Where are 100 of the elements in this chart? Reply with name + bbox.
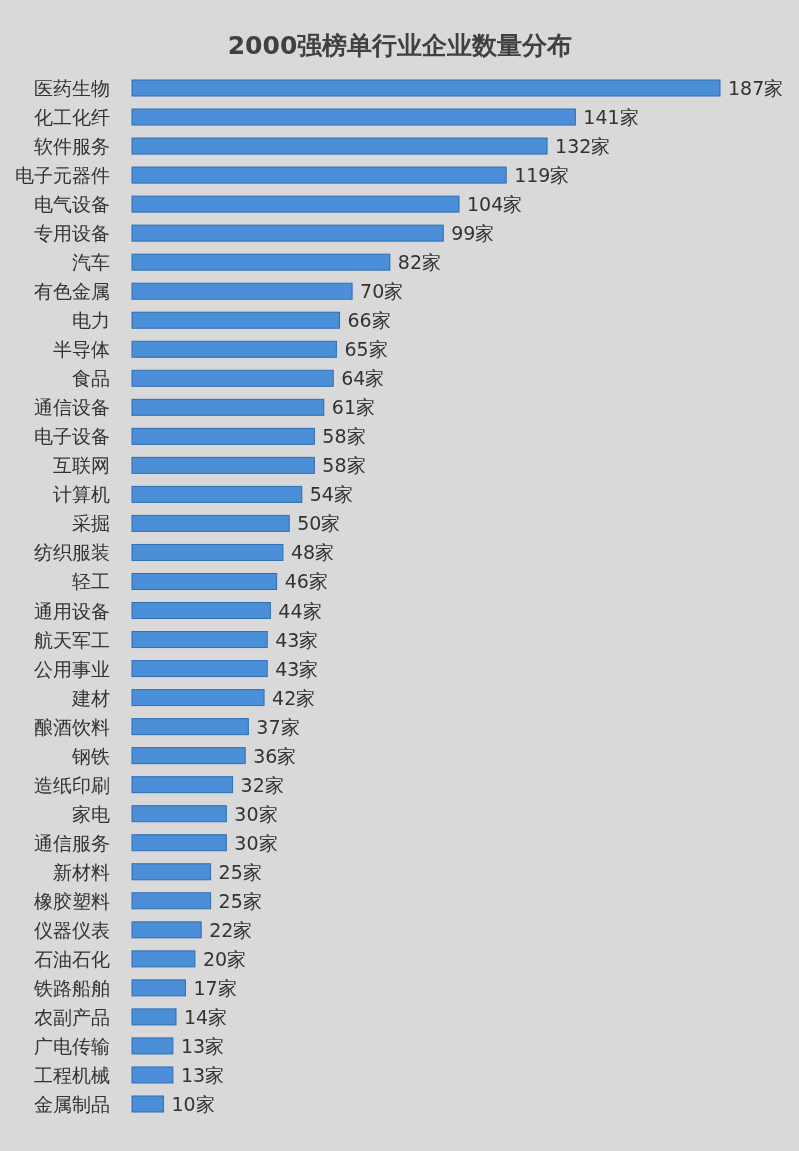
bar — [131, 195, 460, 213]
data-label: 82家 — [397, 251, 442, 274]
y-tick-label: 农副产品 — [34, 1005, 110, 1028]
bar — [131, 572, 278, 590]
bar — [131, 1066, 174, 1084]
y-tick-label: 钢铁 — [71, 744, 110, 767]
bar — [131, 543, 284, 561]
bar — [131, 776, 234, 794]
data-label: 132家 — [555, 135, 611, 158]
bar — [131, 427, 315, 445]
chart-title: 2000强榜单行业企业数量分布 — [227, 31, 573, 60]
bar — [131, 631, 268, 649]
data-label: 36家 — [253, 744, 297, 767]
bar — [131, 805, 227, 823]
bar — [131, 340, 337, 358]
bar — [131, 514, 290, 532]
y-tick-label: 造纸印刷 — [34, 773, 110, 796]
data-label: 50家 — [297, 512, 341, 535]
y-tick-label: 化工化纤 — [34, 106, 110, 129]
y-tick-label: 软件服务 — [34, 135, 110, 158]
data-label: 32家 — [240, 773, 284, 796]
bar — [131, 108, 576, 126]
bar — [131, 950, 196, 968]
y-tick-label: 电力 — [72, 309, 110, 332]
bar — [131, 224, 444, 242]
y-tick-label: 通用设备 — [34, 599, 110, 622]
data-label: 46家 — [284, 570, 328, 593]
data-label: 66家 — [347, 309, 391, 332]
y-tick-label: 公用事业 — [34, 657, 110, 680]
y-tick-label: 纺织服装 — [34, 541, 110, 564]
y-tick-label: 金属制品 — [34, 1093, 110, 1115]
data-label: 70家 — [360, 280, 404, 303]
y-tick-label: 食品 — [72, 367, 110, 390]
bar — [131, 166, 507, 184]
data-label: 99家 — [451, 222, 495, 245]
data-label: 14家 — [184, 1005, 228, 1028]
bar — [131, 282, 353, 300]
bar — [131, 369, 334, 387]
y-tick-label: 新材料 — [53, 860, 110, 883]
y-tick-label: 家电 — [72, 802, 110, 825]
bar — [131, 79, 721, 97]
y-tick-label: 仪器仪表 — [34, 918, 110, 941]
bar — [131, 1095, 164, 1113]
bar — [131, 892, 212, 910]
y-tick-label: 航天军工 — [34, 628, 110, 651]
y-tick-label: 汽车 — [72, 251, 110, 274]
y-tick-label: 计算机 — [53, 483, 110, 506]
data-label: 13家 — [180, 1063, 225, 1086]
data-label: 17家 — [193, 976, 237, 999]
data-label: 104家 — [467, 193, 523, 216]
bar — [131, 689, 265, 707]
y-tick-label: 建材 — [71, 686, 110, 709]
bar — [131, 834, 227, 852]
bar — [131, 253, 391, 271]
bar — [131, 398, 325, 416]
y-tick-label: 通信设备 — [34, 396, 110, 419]
data-label: 25家 — [218, 860, 262, 883]
data-label: 64家 — [341, 367, 385, 390]
data-label: 65家 — [344, 338, 388, 361]
data-label: 44家 — [278, 599, 322, 622]
bar — [131, 137, 548, 155]
bar — [131, 718, 249, 736]
data-label: 37家 — [256, 715, 300, 738]
bar — [131, 979, 186, 997]
bar — [131, 1037, 174, 1055]
data-label: 30家 — [234, 831, 278, 854]
data-label: 25家 — [218, 889, 262, 912]
bar — [131, 863, 212, 881]
y-tick-label: 电子元器件 — [15, 164, 110, 187]
data-label: 13家 — [180, 1034, 225, 1057]
y-tick-label: 互联网 — [53, 454, 110, 477]
data-label: 187家 — [728, 77, 784, 99]
data-label: 20家 — [202, 947, 247, 970]
y-tick-label: 半导体 — [53, 338, 110, 361]
y-tick-label: 铁路船舶 — [33, 976, 110, 999]
data-label: 43家 — [275, 657, 319, 680]
data-label: 54家 — [309, 483, 353, 506]
y-tick-label: 石油石化 — [34, 947, 110, 970]
y-tick-label: 专用设备 — [34, 222, 110, 245]
y-tick-label: 有色金属 — [34, 280, 110, 303]
y-tick-label: 采掘 — [72, 512, 110, 535]
bar — [131, 311, 341, 329]
y-tick-label: 医药生物 — [34, 77, 110, 99]
y-tick-label: 通信服务 — [34, 831, 110, 854]
data-label: 48家 — [290, 541, 335, 564]
bar — [131, 485, 303, 503]
y-tick-label: 橡胶塑料 — [34, 889, 110, 912]
bar — [131, 602, 271, 620]
y-tick-label: 电气设备 — [34, 193, 110, 216]
y-tick-label: 工程机械 — [34, 1063, 110, 1086]
data-label: 58家 — [322, 425, 366, 448]
y-tick-label: 电子设备 — [34, 425, 110, 448]
data-label: 141家 — [583, 106, 639, 129]
data-label: 42家 — [272, 686, 316, 709]
data-label: 30家 — [234, 802, 278, 825]
bar — [131, 660, 268, 678]
bar — [131, 456, 315, 474]
data-label: 43家 — [275, 628, 319, 651]
data-label: 119家 — [514, 164, 570, 187]
y-tick-label: 广电传输 — [34, 1034, 110, 1057]
